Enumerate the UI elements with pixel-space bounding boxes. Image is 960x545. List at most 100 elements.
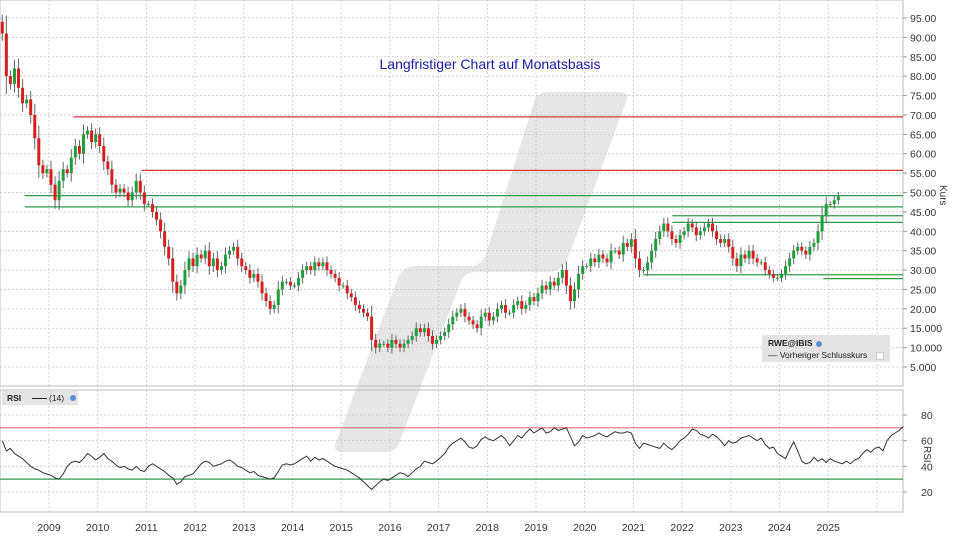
price-tick-label: 35.00 <box>910 246 936 258</box>
candle <box>812 242 816 247</box>
candle <box>195 254 199 267</box>
candle <box>698 231 702 236</box>
candle <box>284 281 288 283</box>
candle <box>804 250 808 255</box>
candle <box>711 223 715 232</box>
candle <box>536 293 540 302</box>
info-icon[interactable] <box>70 395 76 401</box>
candle <box>215 258 219 271</box>
candle <box>808 246 812 255</box>
candle <box>690 223 694 228</box>
candle <box>650 250 654 263</box>
candle <box>61 169 65 181</box>
candle <box>41 165 45 174</box>
candle <box>548 281 552 290</box>
price-tick-label: 10.000 <box>910 343 942 355</box>
year-tick-label: 2022 <box>670 522 694 534</box>
year-tick-label: 2009 <box>37 522 61 534</box>
candle <box>723 239 727 243</box>
candle <box>45 169 49 174</box>
rsi-line <box>1 426 904 491</box>
candle <box>33 114 37 139</box>
candle <box>203 250 207 259</box>
info-icon[interactable] <box>815 340 822 347</box>
candle <box>353 297 357 305</box>
candle <box>475 324 479 329</box>
candle <box>53 184 57 201</box>
price-tick-label: 70.00 <box>910 110 936 122</box>
candle <box>581 266 585 274</box>
candle <box>370 316 374 340</box>
rsi-tick-label: 80 <box>921 410 933 422</box>
candle <box>621 242 625 255</box>
candle <box>325 262 329 271</box>
rsi-tick-label: 20 <box>921 487 933 499</box>
legend-checkbox[interactable] <box>876 352 884 360</box>
candle <box>252 273 256 278</box>
candle <box>232 246 236 251</box>
candle <box>398 343 402 348</box>
candle <box>796 246 800 251</box>
candle <box>244 266 248 271</box>
price-legend[interactable]: RWE@IBIS –– Vorheriger Schlusskurs <box>762 335 890 362</box>
candle <box>727 239 731 247</box>
candle <box>410 335 414 340</box>
candle <box>654 239 658 251</box>
candle <box>577 273 581 290</box>
rsi-axis-label: RSI <box>921 446 932 463</box>
price-tick-label: 95.00 <box>910 13 936 25</box>
year-tick-label: 2011 <box>135 522 158 534</box>
candle <box>686 223 690 232</box>
candle <box>674 239 678 243</box>
candle <box>142 192 146 205</box>
candle <box>288 281 292 286</box>
candle <box>73 145 77 158</box>
candle <box>228 250 232 255</box>
candle <box>426 328 430 336</box>
candle <box>601 254 605 259</box>
price-tick-label: 50.00 <box>910 188 936 200</box>
candle <box>682 231 686 236</box>
price-tick-label: 65.00 <box>910 129 936 141</box>
candle <box>451 316 455 325</box>
rsi-legend[interactable]: RSI (14) <box>2 391 78 405</box>
candle <box>317 262 321 267</box>
candle <box>394 339 398 344</box>
candle <box>211 258 215 267</box>
candle <box>670 231 674 240</box>
year-tick-label: 2012 <box>183 522 207 534</box>
candle <box>126 192 130 201</box>
candle <box>459 308 463 313</box>
candle <box>495 308 499 317</box>
candle <box>597 254 601 263</box>
candle <box>207 250 211 267</box>
candle <box>504 304 508 313</box>
year-tick-label: 2014 <box>281 522 305 534</box>
candle <box>443 332 447 336</box>
price-tick-label: 40.00 <box>910 226 936 238</box>
candle <box>512 304 516 313</box>
candle <box>130 192 134 201</box>
candle <box>435 339 439 344</box>
candle <box>138 180 142 193</box>
year-tick-label: 2024 <box>768 522 792 534</box>
candle <box>613 250 617 252</box>
candle <box>349 293 353 298</box>
candle <box>800 246 804 251</box>
candle <box>337 277 341 286</box>
candle <box>552 281 556 286</box>
candle <box>743 254 747 259</box>
candle <box>374 339 378 348</box>
year-tick-label: 2025 <box>817 522 841 534</box>
year-tick-label: 2020 <box>573 522 597 534</box>
candle <box>836 196 840 201</box>
candle <box>788 258 792 267</box>
candle <box>341 285 345 287</box>
candle <box>264 293 268 302</box>
rsi-line-swatch <box>32 398 47 399</box>
candle <box>81 134 85 154</box>
candle <box>0 21 4 34</box>
year-tick-label: 2021 <box>622 522 646 534</box>
candle <box>94 134 98 143</box>
candle <box>333 273 337 278</box>
